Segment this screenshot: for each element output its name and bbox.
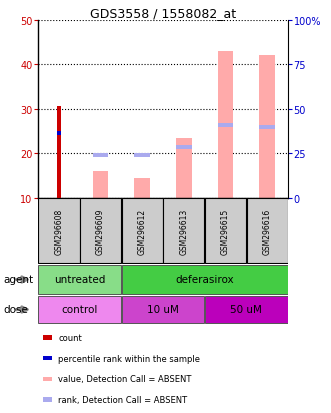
Bar bbox=[134, 153, 150, 157]
Text: 10 uM: 10 uM bbox=[147, 305, 179, 315]
Bar bbox=[57, 107, 61, 198]
FancyBboxPatch shape bbox=[38, 266, 121, 294]
Text: untreated: untreated bbox=[54, 275, 105, 285]
Text: GSM296612: GSM296612 bbox=[138, 208, 147, 254]
Bar bbox=[259, 126, 275, 129]
Text: GSM296615: GSM296615 bbox=[221, 208, 230, 254]
Text: control: control bbox=[62, 305, 98, 315]
FancyBboxPatch shape bbox=[122, 297, 204, 323]
Text: GSM296608: GSM296608 bbox=[54, 208, 64, 254]
Text: dose: dose bbox=[3, 305, 28, 315]
Title: GDS3558 / 1558082_at: GDS3558 / 1558082_at bbox=[90, 7, 236, 19]
FancyBboxPatch shape bbox=[205, 199, 246, 263]
Bar bbox=[43, 356, 52, 361]
FancyBboxPatch shape bbox=[80, 199, 121, 263]
Bar bbox=[93, 172, 109, 198]
Bar bbox=[134, 178, 150, 198]
Bar bbox=[259, 56, 275, 198]
FancyBboxPatch shape bbox=[122, 266, 288, 294]
Text: rank, Detection Call = ABSENT: rank, Detection Call = ABSENT bbox=[58, 395, 187, 404]
Bar bbox=[176, 138, 192, 198]
Text: deferasirox: deferasirox bbox=[175, 275, 234, 285]
FancyBboxPatch shape bbox=[247, 199, 288, 263]
Bar bbox=[176, 145, 192, 150]
Bar bbox=[43, 335, 52, 340]
Text: percentile rank within the sample: percentile rank within the sample bbox=[58, 354, 200, 363]
Text: 50 uM: 50 uM bbox=[230, 305, 262, 315]
Text: value, Detection Call = ABSENT: value, Detection Call = ABSENT bbox=[58, 375, 192, 383]
Text: agent: agent bbox=[3, 275, 33, 285]
Bar bbox=[217, 124, 233, 128]
FancyBboxPatch shape bbox=[121, 199, 163, 263]
Text: count: count bbox=[58, 333, 82, 342]
FancyBboxPatch shape bbox=[38, 199, 79, 263]
Bar bbox=[93, 153, 109, 157]
Bar bbox=[43, 397, 52, 402]
FancyBboxPatch shape bbox=[205, 297, 288, 323]
Bar bbox=[57, 132, 61, 135]
Text: GSM296616: GSM296616 bbox=[262, 208, 272, 254]
Bar bbox=[217, 52, 233, 198]
FancyBboxPatch shape bbox=[163, 199, 205, 263]
Text: GSM296609: GSM296609 bbox=[96, 208, 105, 254]
Text: GSM296613: GSM296613 bbox=[179, 208, 188, 254]
FancyBboxPatch shape bbox=[38, 297, 121, 323]
Bar bbox=[43, 377, 52, 381]
